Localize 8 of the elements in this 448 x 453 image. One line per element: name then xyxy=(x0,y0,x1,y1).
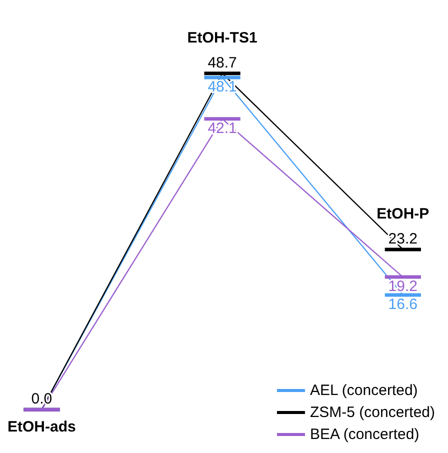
x-tick-label: EtOH-P xyxy=(376,205,430,222)
data-label: 16.6 xyxy=(388,296,418,314)
legend-label: ZSM-5 (concerted) xyxy=(310,404,436,421)
x-tick-label: EtOH-ads xyxy=(8,418,76,436)
legend-label: AEL (concerted) xyxy=(310,382,418,399)
legend-label: BEA (concerted) xyxy=(310,426,420,443)
x-tick-label: EtOH-TS1 xyxy=(187,29,258,46)
data-label: 48.7 xyxy=(208,54,237,72)
